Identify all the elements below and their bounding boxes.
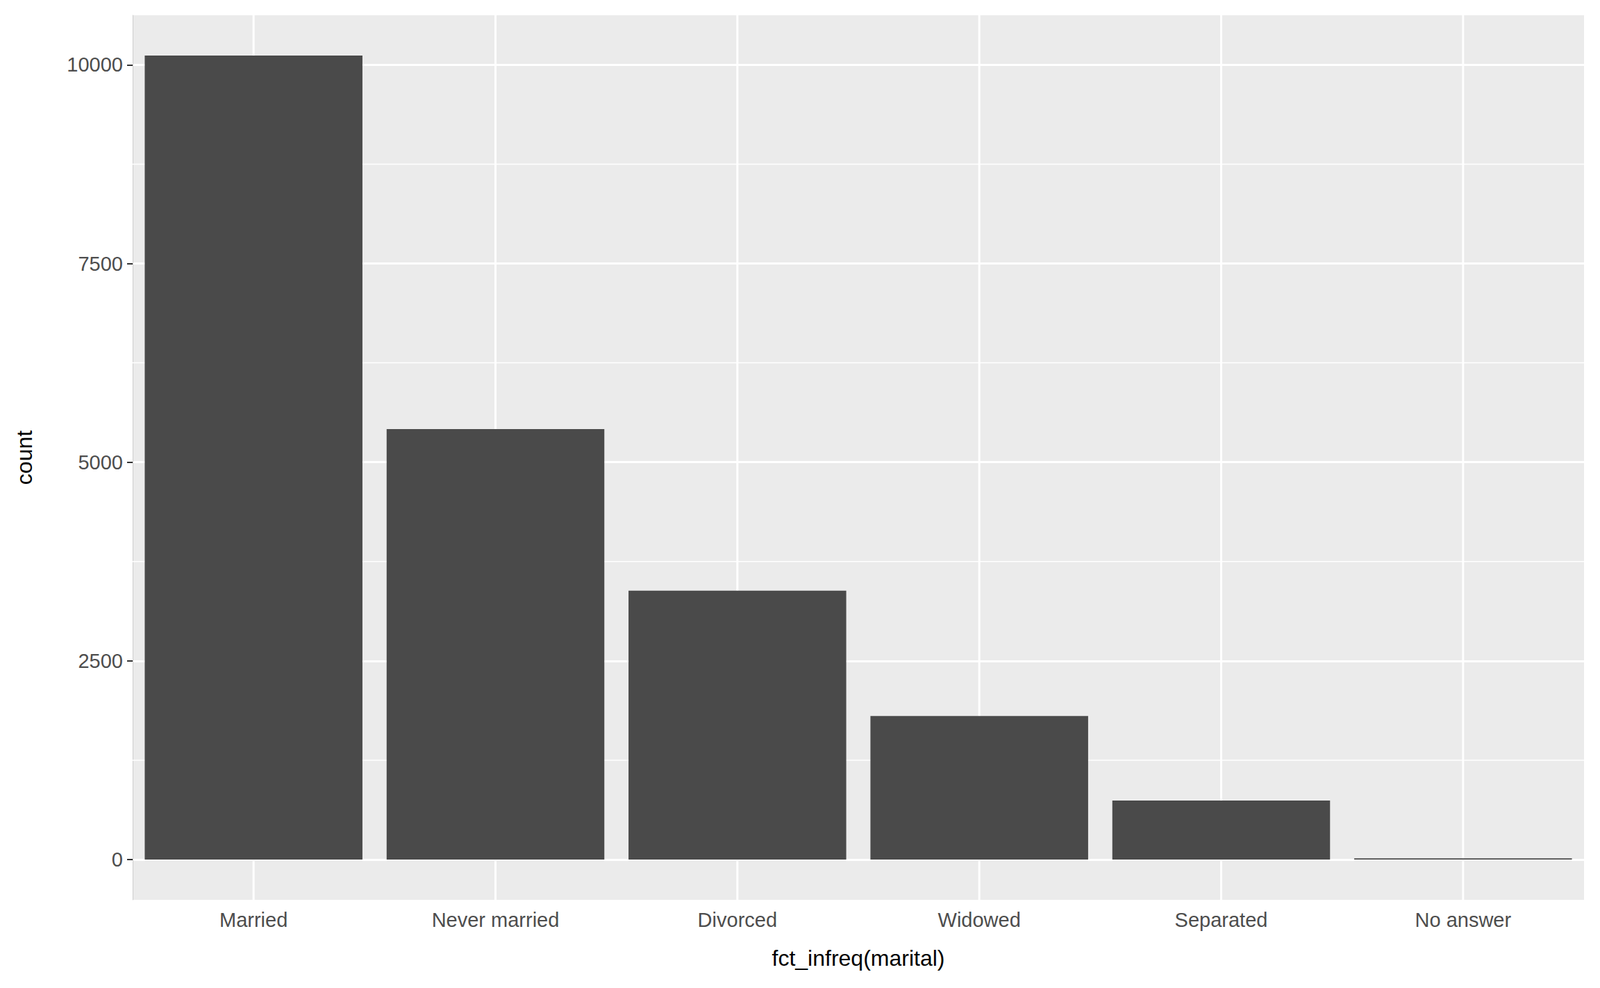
svg-text:5000: 5000 <box>77 451 123 474</box>
svg-text:fct_infreq(marital): fct_infreq(marital) <box>772 945 946 971</box>
svg-text:7500: 7500 <box>77 252 123 275</box>
svg-text:Divorced: Divorced <box>697 909 778 932</box>
svg-text:0: 0 <box>111 848 123 871</box>
svg-text:10000: 10000 <box>66 53 123 76</box>
svg-text:No answer: No answer <box>1415 909 1512 932</box>
svg-text:Widowed: Widowed <box>938 909 1021 932</box>
svg-text:count: count <box>11 430 37 485</box>
svg-text:Never married: Never married <box>431 909 560 932</box>
svg-text:Married: Married <box>219 909 288 932</box>
svg-text:2500: 2500 <box>77 650 123 673</box>
svg-text:Separated: Separated <box>1175 909 1269 932</box>
